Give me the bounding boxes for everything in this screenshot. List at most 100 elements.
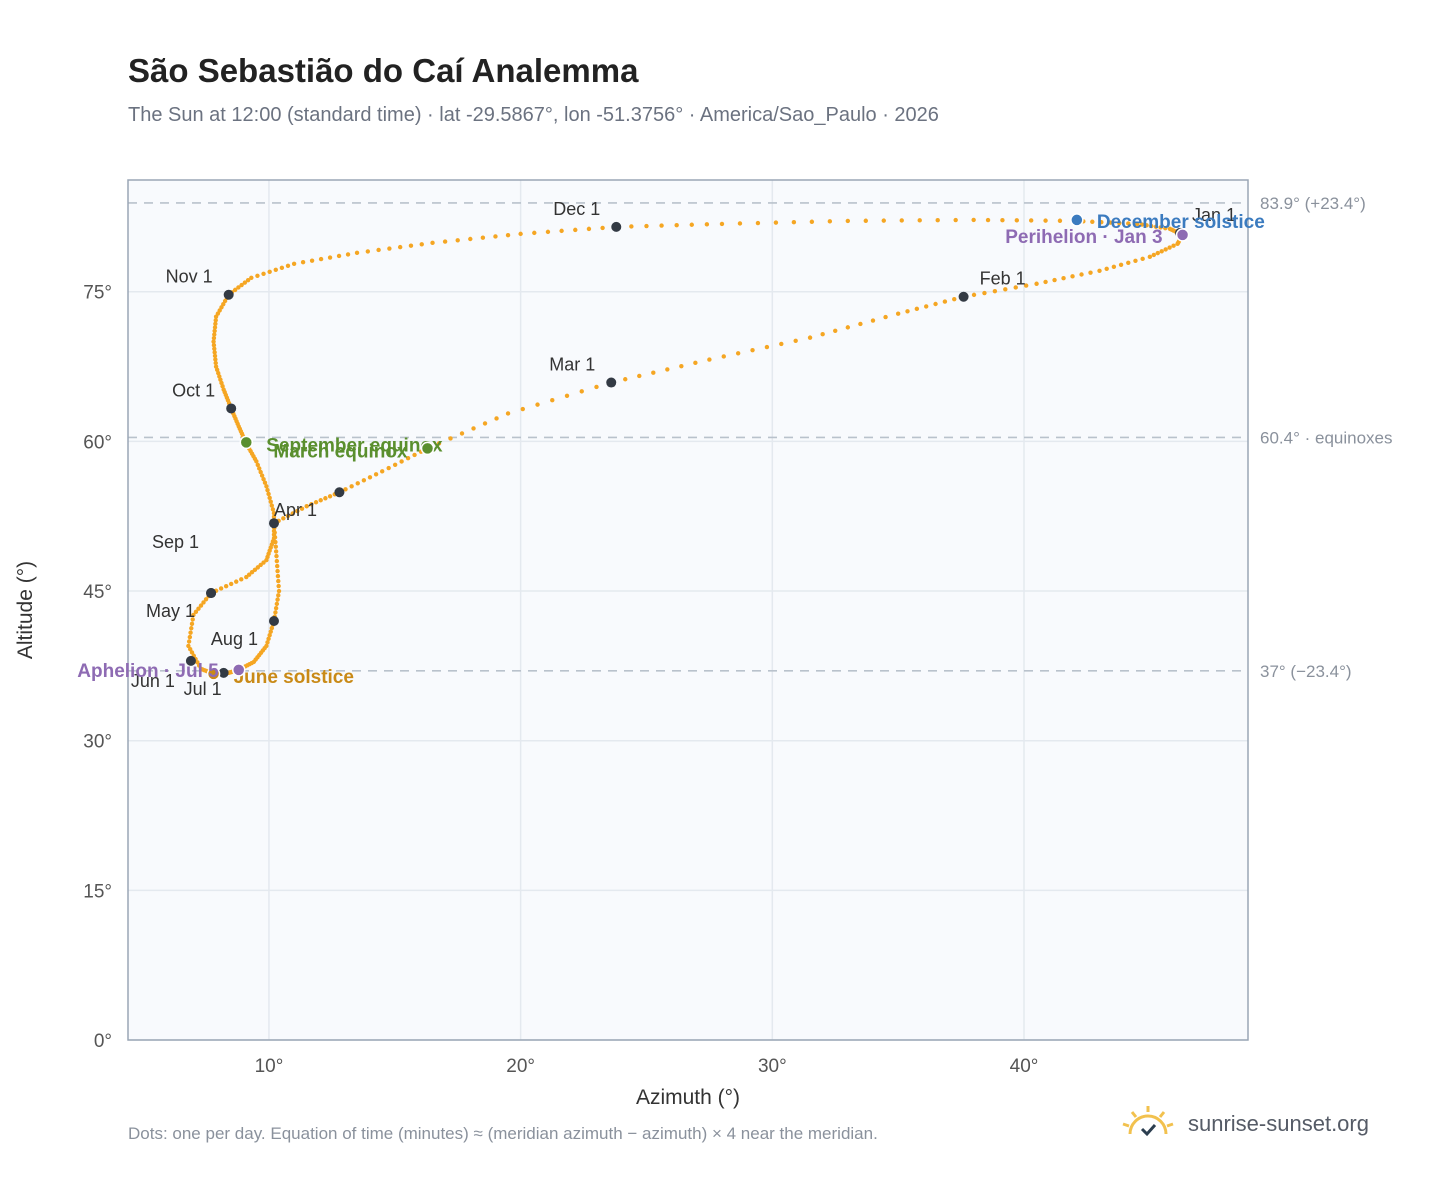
plot-frame [127, 179, 1249, 1041]
day-dot [1099, 219, 1104, 225]
day-dot [257, 466, 262, 471]
plot-background [128, 180, 1248, 1040]
day-dot [1117, 220, 1122, 226]
day-dot [261, 271, 266, 276]
day-dot [349, 484, 354, 489]
day-dot [271, 511, 277, 516]
day-dot [535, 402, 540, 407]
day-dot [721, 354, 726, 359]
day-dot [689, 222, 694, 227]
day-dot [883, 314, 888, 320]
day-dot [234, 579, 239, 584]
x-tick-label: 20° [506, 1056, 535, 1077]
x-tick-label: 40° [1010, 1056, 1039, 1077]
day-dot [186, 639, 192, 644]
reference-lines: 83.9° (+23.4°) 60.4° · equinoxes 37° (−23.… [128, 194, 1393, 681]
day-dot [480, 235, 486, 240]
y-axis-label: Altitude (°) [14, 561, 37, 659]
month-marker [226, 403, 237, 414]
day-dot [992, 288, 998, 294]
day-dot [211, 342, 217, 348]
day-dot [1111, 264, 1117, 269]
day-dot [982, 290, 987, 296]
day-dot [239, 577, 244, 582]
day-dot [266, 636, 271, 641]
y-tick-label: 60° [83, 432, 112, 453]
day-dot [268, 629, 273, 634]
day-dot [952, 296, 957, 302]
day-dot [273, 539, 278, 545]
day-dot [249, 570, 255, 575]
day-dot [285, 513, 291, 519]
month-marker [611, 221, 622, 232]
day-dot [905, 309, 910, 314]
brand[interactable]: sunrise-sunset.org [1120, 1104, 1369, 1144]
day-dot [1133, 258, 1138, 264]
day-dot [679, 363, 684, 369]
day-dot [264, 643, 269, 649]
day-dot [399, 459, 404, 464]
day-dot [213, 314, 219, 319]
day-dot [737, 221, 743, 226]
day-dot [193, 609, 199, 615]
month-marker [206, 588, 217, 599]
month-label: Sep 1 [152, 532, 199, 552]
day-dot [299, 506, 305, 511]
day-dot [719, 221, 725, 227]
day-dot [917, 218, 922, 223]
day-dot [213, 360, 218, 366]
day-dot [309, 258, 315, 263]
month-label: Mar 1 [549, 355, 595, 375]
day-dot [1155, 250, 1160, 256]
day-dot [279, 265, 285, 270]
day-dot [195, 660, 200, 665]
event-marker [1070, 213, 1084, 227]
day-dot [468, 236, 473, 242]
day-dot [845, 325, 851, 330]
day-dot [392, 462, 398, 467]
day-dot [845, 218, 851, 224]
day-dot [550, 398, 555, 403]
day-dot [935, 217, 940, 223]
day-dot [295, 508, 300, 514]
day-dot [1167, 226, 1173, 232]
day-dot [755, 220, 761, 226]
day-dot [318, 498, 323, 503]
day-dot [361, 478, 367, 483]
y-tick-label: 30° [83, 732, 112, 753]
day-dot [1163, 247, 1168, 252]
day-dot [212, 328, 217, 334]
day-dot [274, 558, 280, 564]
day-dot [213, 357, 218, 362]
day-dot [343, 487, 348, 492]
day-dot [212, 346, 217, 351]
day-dot [924, 304, 929, 309]
day-dot [242, 280, 248, 285]
day-dot [276, 578, 281, 584]
day-dot [203, 597, 209, 602]
day-dot [245, 277, 251, 283]
axis-ticks: 10° 20° 30° 40° 0° 15° 30° 45° 60° 75° [83, 283, 1038, 1077]
day-dot [244, 574, 249, 580]
event-marker [206, 667, 221, 681]
day-dot [255, 565, 260, 570]
day-dot [594, 384, 599, 390]
day-dot [265, 640, 270, 645]
day-dot [265, 487, 270, 493]
x-axis-label: Azimuth (°) [636, 1086, 740, 1109]
day-dot [258, 562, 263, 568]
day-dot [345, 252, 351, 257]
day-dot [196, 606, 201, 611]
day-dot [212, 332, 217, 337]
day-dot [791, 219, 797, 225]
day-dot [942, 299, 948, 304]
day-dot [304, 504, 309, 509]
day-dot [259, 473, 265, 478]
day-dot [1147, 254, 1153, 260]
day-dot [559, 228, 564, 234]
day-dot [644, 223, 649, 229]
event-label: December solstice [1097, 212, 1265, 233]
day-dot [261, 560, 266, 565]
day-dot [586, 226, 592, 232]
